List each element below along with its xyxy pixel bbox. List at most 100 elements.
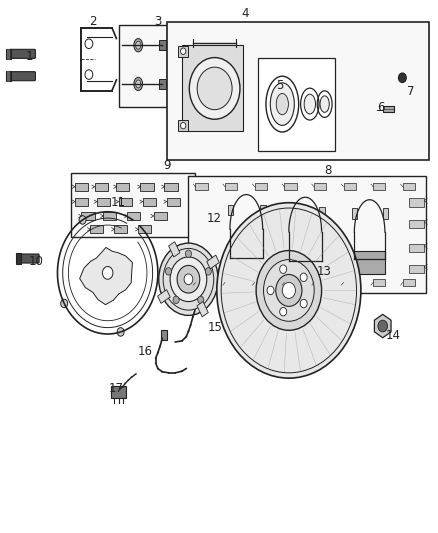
Text: 17: 17	[109, 382, 124, 395]
Bar	[158, 289, 170, 303]
Bar	[230, 250, 263, 274]
Text: 2: 2	[88, 15, 96, 28]
Circle shape	[61, 299, 68, 308]
FancyBboxPatch shape	[10, 50, 35, 59]
FancyBboxPatch shape	[19, 254, 39, 263]
Bar	[166, 198, 180, 206]
Bar	[166, 22, 428, 160]
Bar	[127, 212, 141, 220]
Bar	[287, 207, 292, 218]
Text: 5: 5	[276, 79, 284, 92]
Bar	[103, 212, 117, 220]
Text: 8: 8	[325, 164, 332, 177]
Text: 14: 14	[386, 329, 401, 342]
Text: 16: 16	[137, 345, 152, 358]
Circle shape	[159, 243, 218, 316]
Circle shape	[264, 260, 314, 321]
Bar	[409, 244, 424, 252]
Circle shape	[197, 67, 232, 110]
Ellipse shape	[136, 80, 141, 88]
Bar	[90, 225, 103, 233]
Bar	[343, 183, 356, 190]
Ellipse shape	[136, 41, 141, 49]
Bar	[207, 255, 219, 269]
Bar	[254, 279, 267, 286]
Circle shape	[205, 268, 212, 275]
Bar	[138, 225, 151, 233]
Text: 11: 11	[111, 196, 126, 209]
Bar	[159, 79, 166, 88]
Circle shape	[280, 265, 287, 273]
Text: 13: 13	[316, 265, 331, 278]
Text: 6: 6	[377, 101, 384, 114]
Circle shape	[180, 48, 186, 54]
Circle shape	[276, 274, 302, 306]
Bar	[261, 205, 266, 215]
Bar	[81, 212, 95, 220]
Bar	[195, 279, 208, 286]
Bar	[161, 330, 166, 340]
Bar	[141, 183, 153, 191]
Circle shape	[300, 273, 307, 281]
Bar	[409, 220, 424, 228]
Bar	[182, 45, 243, 131]
Ellipse shape	[320, 96, 329, 112]
Bar	[143, 198, 155, 206]
Bar	[383, 208, 388, 219]
Polygon shape	[374, 314, 391, 338]
Bar	[16, 254, 21, 264]
Bar	[354, 252, 385, 274]
Circle shape	[170, 257, 207, 302]
Bar	[383, 106, 394, 112]
Bar	[409, 265, 424, 273]
Circle shape	[280, 308, 287, 316]
Bar	[71, 173, 195, 237]
Circle shape	[184, 274, 193, 285]
Circle shape	[378, 320, 388, 332]
Bar	[254, 183, 267, 190]
Bar	[114, 225, 127, 233]
Bar	[314, 183, 326, 190]
Bar	[169, 241, 180, 257]
Bar	[119, 198, 132, 206]
Circle shape	[256, 251, 321, 330]
Bar	[97, 198, 110, 206]
Bar	[284, 279, 297, 286]
Bar	[119, 25, 166, 107]
Circle shape	[185, 250, 191, 257]
Circle shape	[177, 265, 200, 293]
Bar	[314, 279, 326, 286]
Bar	[111, 386, 127, 398]
Bar	[195, 183, 208, 190]
Ellipse shape	[270, 83, 294, 125]
Bar	[164, 183, 177, 191]
Text: 15: 15	[207, 321, 222, 334]
Circle shape	[189, 58, 240, 119]
Bar	[159, 41, 166, 50]
Text: 7: 7	[407, 85, 415, 98]
Bar	[319, 207, 325, 218]
Bar	[188, 176, 426, 293]
Bar	[177, 120, 188, 131]
Bar	[403, 279, 415, 286]
Bar	[258, 58, 335, 151]
Bar	[284, 183, 297, 190]
Ellipse shape	[134, 38, 143, 52]
Circle shape	[173, 296, 179, 304]
Bar	[343, 279, 356, 286]
FancyBboxPatch shape	[10, 71, 35, 80]
Bar	[228, 205, 233, 215]
Bar	[403, 183, 415, 190]
Ellipse shape	[134, 77, 143, 91]
Bar	[6, 49, 11, 59]
Bar	[289, 253, 321, 277]
Circle shape	[198, 296, 204, 304]
Bar	[95, 183, 108, 191]
Bar	[225, 279, 237, 286]
Text: 12: 12	[207, 212, 222, 225]
Bar	[153, 212, 166, 220]
Bar	[352, 208, 357, 219]
Bar	[75, 198, 88, 206]
Polygon shape	[80, 247, 132, 305]
Text: 10: 10	[28, 255, 43, 268]
